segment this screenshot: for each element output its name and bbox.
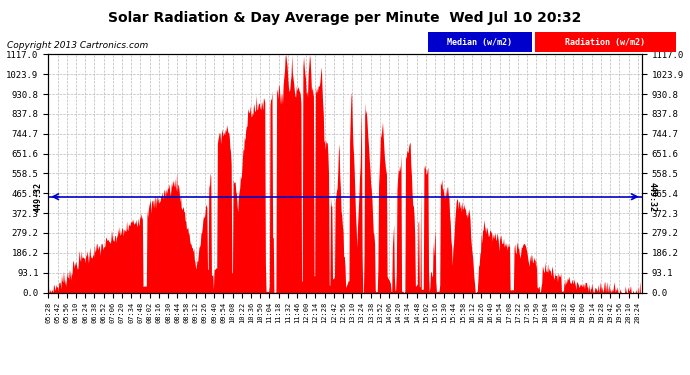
- Text: Solar Radiation & Day Average per Minute  Wed Jul 10 20:32: Solar Radiation & Day Average per Minute…: [108, 11, 582, 25]
- FancyBboxPatch shape: [535, 33, 676, 52]
- Text: Radiation (w/m2): Radiation (w/m2): [565, 38, 645, 47]
- Text: Copyright 2013 Cartronics.com: Copyright 2013 Cartronics.com: [7, 41, 148, 50]
- Text: Median (w/m2): Median (w/m2): [447, 38, 513, 47]
- Text: 449:32: 449:32: [33, 182, 42, 212]
- FancyBboxPatch shape: [428, 33, 532, 52]
- Text: 449:32: 449:32: [648, 182, 657, 212]
